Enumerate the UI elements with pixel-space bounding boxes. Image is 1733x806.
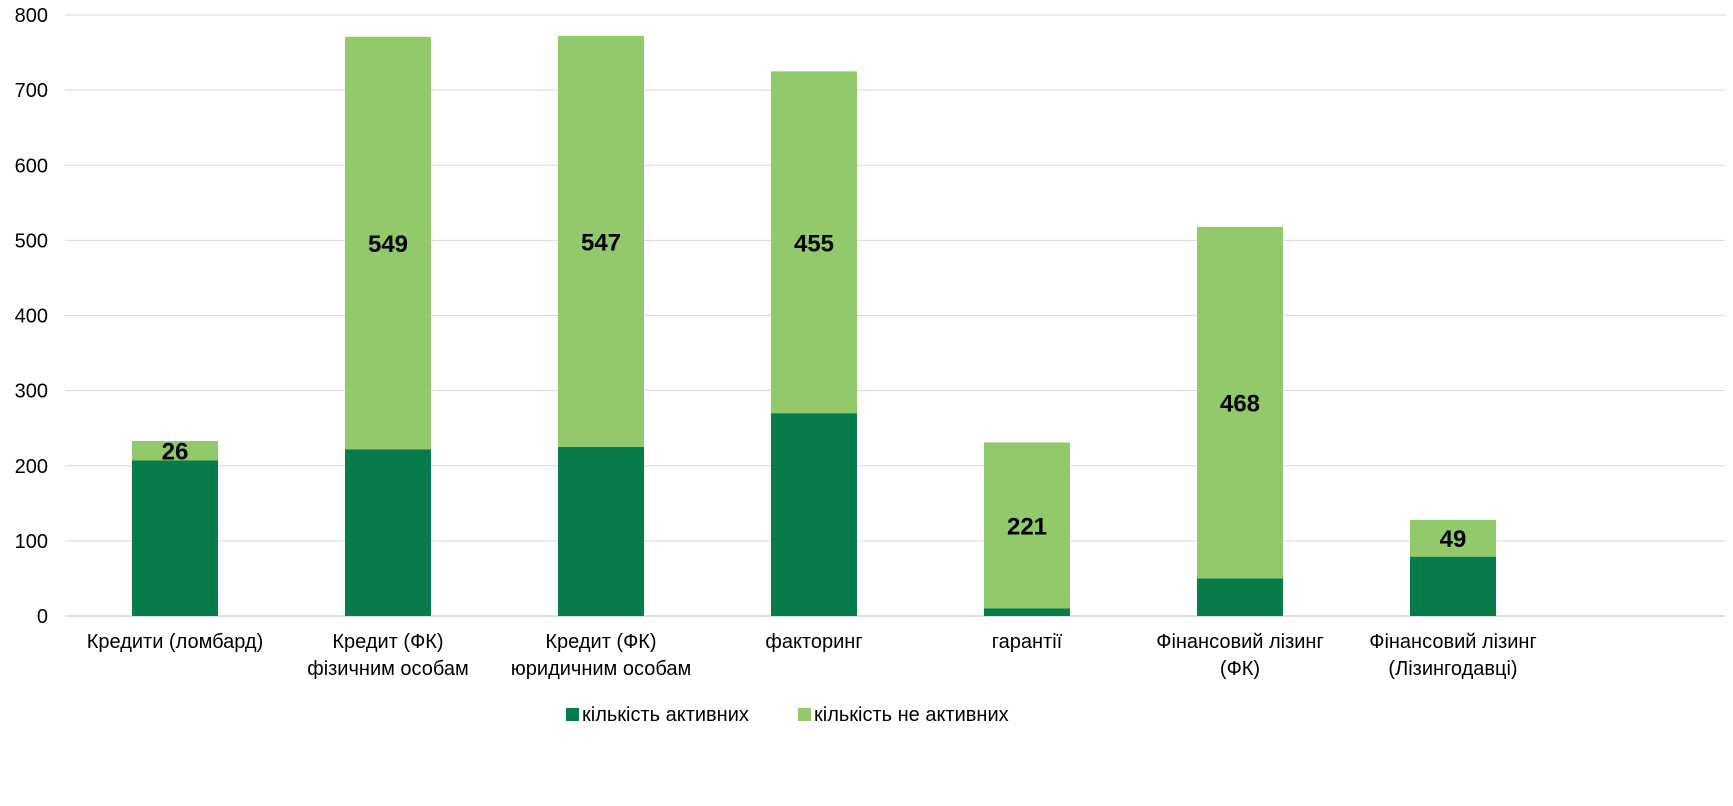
bar-segment-active — [345, 449, 431, 616]
x-category-label: факторинг — [765, 631, 862, 653]
x-category-label: Фінансовий лізинг — [1369, 631, 1537, 653]
bar-segment-active — [771, 413, 857, 616]
x-category-label: фізичним особам — [307, 658, 469, 680]
legend-swatch — [566, 708, 579, 721]
x-axis-labels: Кредити (ломбард) Кредит (ФК) фізичним осо… — [87, 631, 1537, 680]
y-tick-label: 0 — [37, 606, 48, 628]
bar-segment-active — [558, 447, 644, 616]
y-tick-label: 200 — [15, 456, 48, 478]
legend-label: кількість не активних — [814, 704, 1009, 726]
bar-segment-active — [132, 460, 218, 616]
bar-segment-active — [1410, 557, 1496, 616]
x-category-label: (Лізингодавці) — [1388, 658, 1517, 680]
y-tick-label: 800 — [15, 5, 48, 27]
data-label: 455 — [794, 230, 834, 257]
x-category-label: (ФК) — [1220, 658, 1260, 680]
y-tick-label: 300 — [15, 381, 48, 403]
data-label: 547 — [581, 230, 621, 257]
x-category-label: гарантії — [992, 631, 1063, 653]
y-tick-label: 100 — [15, 531, 48, 553]
x-category-label: Кредит (ФК) — [545, 631, 656, 653]
bar-segment-active — [984, 608, 1070, 616]
x-category-label: Фінансовий лізинг — [1156, 631, 1324, 653]
y-axis-ticks: 0 100 200 300 400 500 600 700 800 — [15, 5, 48, 628]
y-tick-label: 500 — [15, 230, 48, 252]
x-category-label: Кредити (ломбард) — [87, 631, 264, 653]
x-category-label: юридичним особам — [511, 658, 691, 680]
bar-segment-active — [1197, 578, 1283, 616]
legend: кількість активних кількість не активних — [566, 704, 1009, 726]
y-tick-label: 400 — [15, 306, 48, 328]
x-category-label: Кредит (ФК) — [332, 631, 443, 653]
legend-swatch — [798, 708, 811, 721]
legend-label: кількість активних — [582, 704, 749, 726]
data-label: 26 — [162, 439, 189, 466]
data-label: 49 — [1440, 526, 1467, 553]
y-tick-label: 600 — [15, 155, 48, 177]
y-tick-label: 700 — [15, 80, 48, 102]
bars — [132, 36, 1496, 616]
data-label: 549 — [368, 231, 408, 258]
data-label: 221 — [1007, 513, 1047, 540]
data-label: 468 — [1220, 391, 1260, 418]
